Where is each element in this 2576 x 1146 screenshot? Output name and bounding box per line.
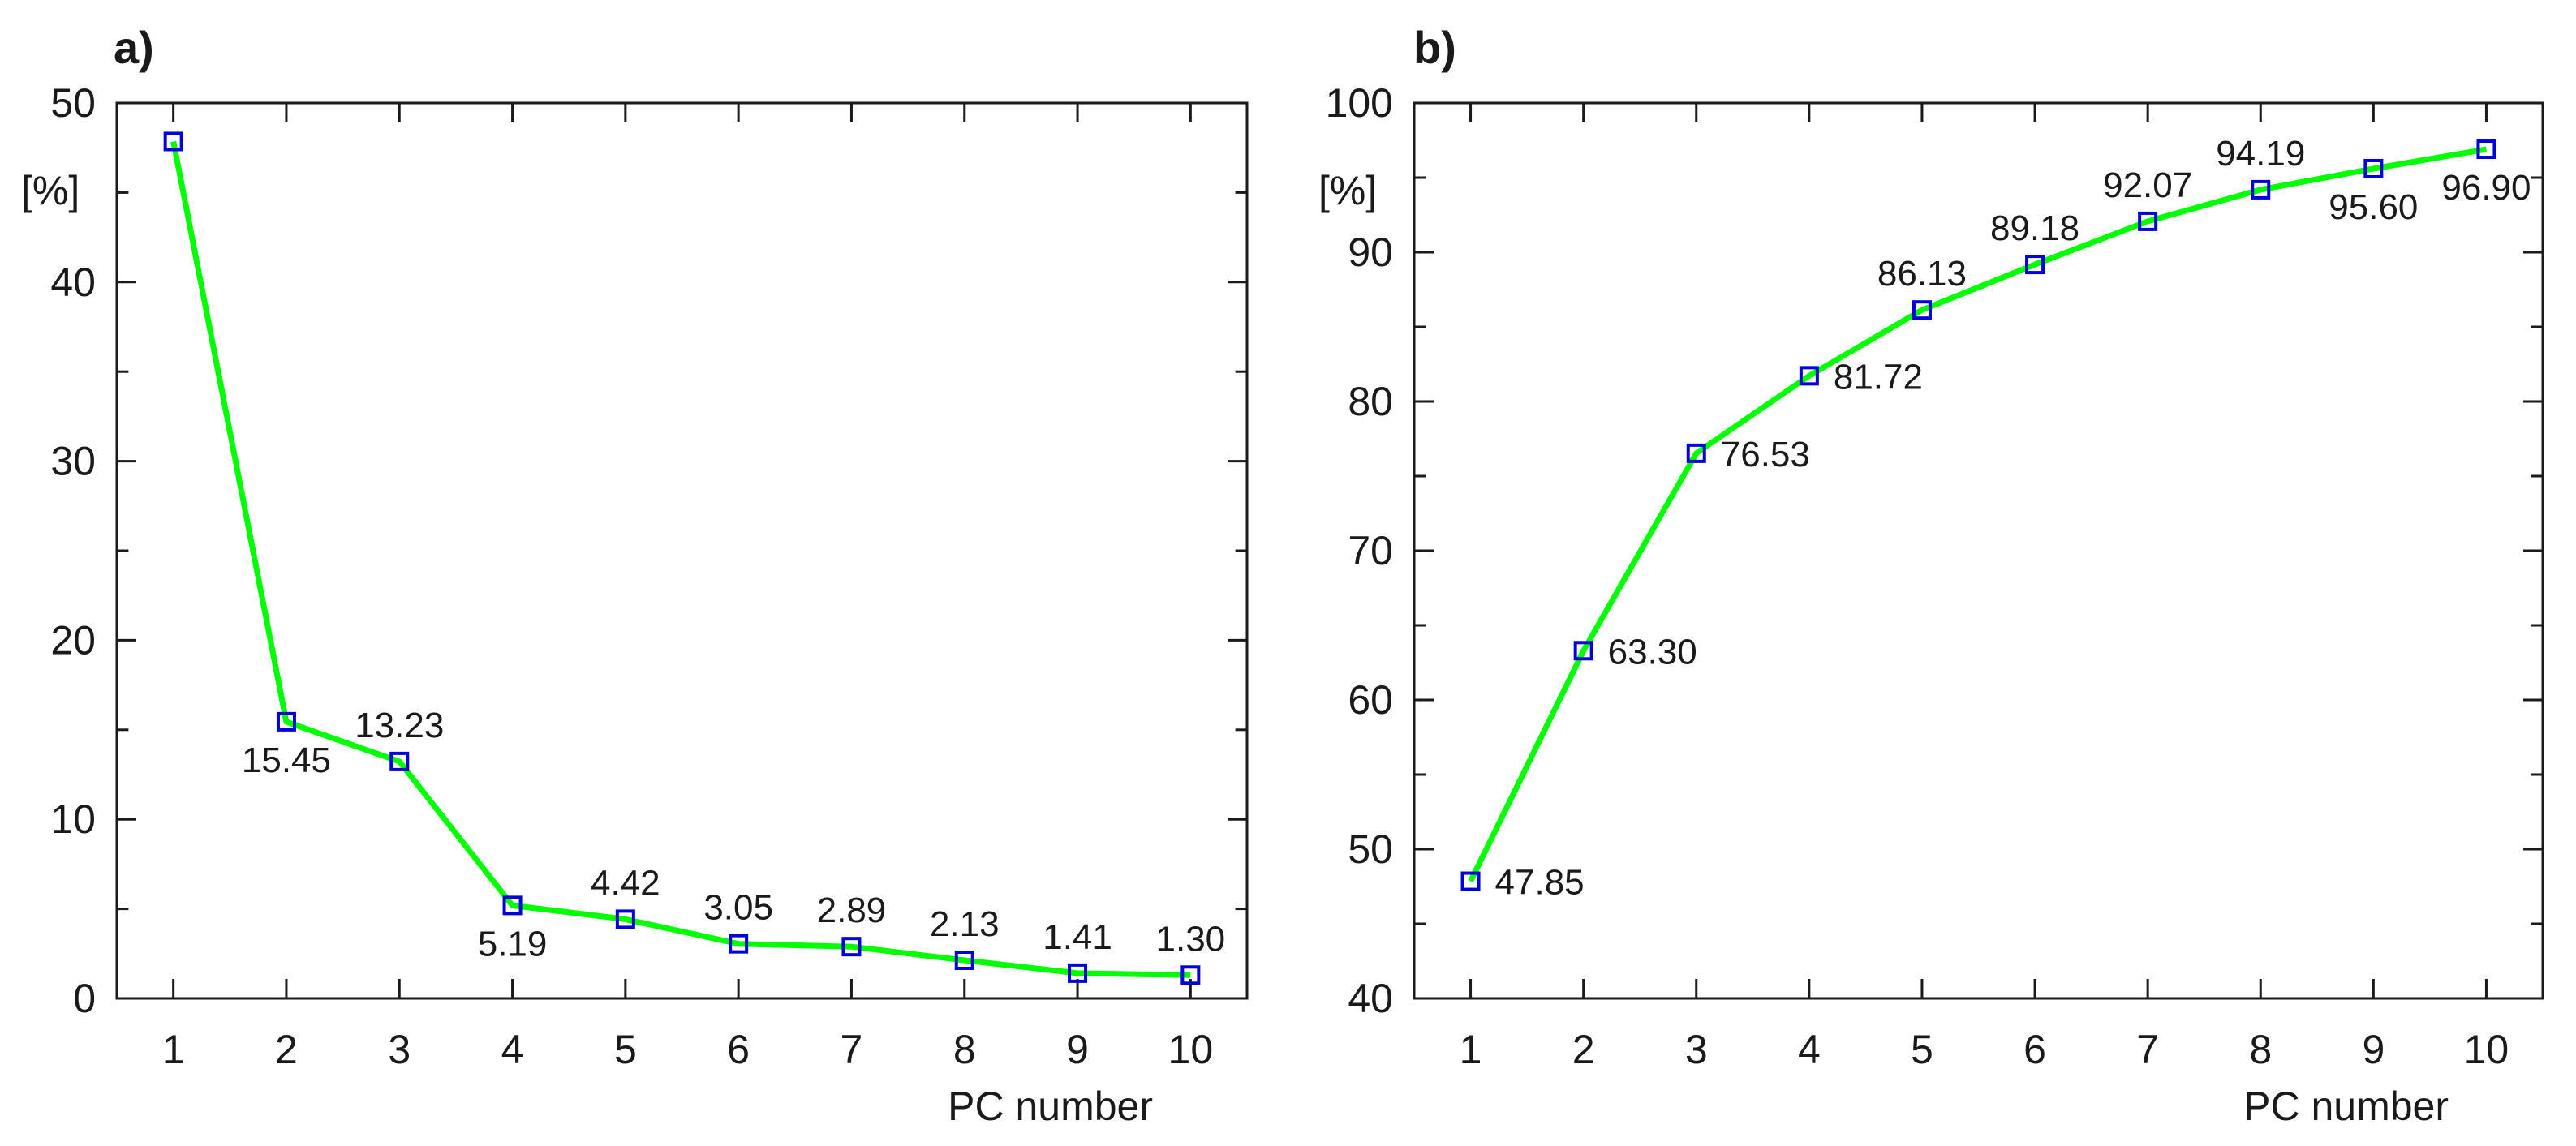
data-point — [389, 751, 410, 771]
x-tick-label: 7 — [2136, 1027, 2159, 1072]
x-axis-title: PC number — [2243, 1084, 2449, 1129]
data-point — [2251, 179, 2271, 200]
data-label: 96.90 — [2441, 168, 2531, 208]
y-tick-label: 0 — [73, 976, 96, 1021]
x-tick-label: 5 — [614, 1027, 637, 1072]
data-point — [954, 950, 974, 970]
y-tick-label: 20 — [50, 617, 96, 663]
y-axis-unit: [%] — [21, 168, 80, 213]
data-label: 2.89 — [817, 891, 887, 930]
data-point — [1799, 366, 1819, 386]
data-point — [2138, 211, 2158, 231]
data-label: 63.30 — [1608, 632, 1697, 672]
y-tick-label: 40 — [1348, 976, 1393, 1021]
x-tick-label: 2 — [1572, 1027, 1595, 1072]
x-tick-label: 7 — [841, 1027, 863, 1072]
x-tick-label: 9 — [2362, 1027, 2385, 1072]
x-tick-label: 6 — [2023, 1027, 2046, 1072]
panel-letter: a) — [114, 22, 154, 73]
chart-panel-a: a) 0 10 20 30 40 50 1 2 3 4 5 6 7 8 9 10 [%] PC number 15.4… — [21, 22, 1249, 1129]
data-label: 1.41 — [1043, 917, 1112, 957]
data-point — [1573, 641, 1593, 661]
x-axis-title: PC number — [948, 1084, 1153, 1129]
x-tick-label: 1 — [1460, 1027, 1482, 1072]
data-label: 47.85 — [1495, 863, 1585, 903]
x-tick-label: 5 — [1911, 1027, 1933, 1072]
data-label: 5.19 — [478, 924, 548, 964]
series-line — [170, 140, 1191, 978]
data-label: 13.23 — [355, 706, 444, 745]
y-tick-label: 40 — [50, 260, 96, 305]
data-label: 15.45 — [242, 740, 331, 780]
x-tick-label: 8 — [2249, 1027, 2272, 1072]
x-tick-label: 10 — [1168, 1027, 1214, 1072]
data-label: 94.19 — [2216, 134, 2305, 174]
data-point — [729, 934, 749, 954]
y-axis-unit: [%] — [1318, 168, 1377, 213]
data-label: 2.13 — [930, 904, 1000, 944]
y-tick-label: 90 — [1348, 230, 1393, 275]
y-tick-label: 70 — [1348, 528, 1393, 573]
panel-letter: b) — [1413, 22, 1456, 73]
y-tick-label: 60 — [1348, 677, 1393, 723]
data-point — [1180, 965, 1201, 985]
data-point — [841, 937, 862, 957]
y-tick-label: 50 — [1348, 826, 1393, 872]
x-tick-label: 8 — [953, 1027, 976, 1072]
x-tick-label: 10 — [2464, 1027, 2509, 1072]
series-line — [1468, 146, 2487, 883]
data-point — [1460, 871, 1481, 891]
plot-frame — [115, 101, 1249, 1000]
x-tick-label: 1 — [162, 1027, 185, 1072]
data-point — [1912, 300, 1932, 320]
data-label: 1.30 — [1156, 919, 1226, 959]
y-tick-label: 80 — [1348, 379, 1393, 424]
x-tick-label: 6 — [727, 1027, 750, 1072]
y-tick-label: 30 — [50, 439, 96, 484]
x-tick-label: 4 — [501, 1027, 524, 1072]
data-point — [1686, 443, 1706, 463]
data-label: 89.18 — [1990, 208, 2079, 248]
data-label: 76.53 — [1721, 435, 1810, 474]
chart-panel-b: b) 40 50 60 70 80 90 100 1 2 3 4 5 6 7 8 9 10 [%] PC number… — [1318, 22, 2544, 1129]
x-tick-label: 3 — [388, 1027, 411, 1072]
data-point — [2476, 139, 2496, 160]
data-point — [276, 711, 296, 732]
data-label: 86.13 — [1877, 254, 1967, 294]
y-tick-label: 100 — [1326, 80, 1393, 126]
data-point — [1068, 963, 1088, 983]
x-tick-label: 9 — [1066, 1027, 1089, 1072]
data-point — [163, 131, 183, 152]
data-point — [502, 895, 523, 916]
y-tick-label: 10 — [50, 796, 96, 842]
y-tick-label: 50 — [50, 80, 96, 126]
data-label: 81.72 — [1834, 357, 1923, 397]
x-tick-label: 2 — [275, 1027, 298, 1072]
data-point — [2363, 158, 2384, 178]
data-label: 4.42 — [591, 863, 660, 903]
data-label: 95.60 — [2329, 187, 2418, 227]
data-label: 3.05 — [703, 888, 773, 928]
x-tick-label: 3 — [1685, 1027, 1708, 1072]
data-label: 92.07 — [2103, 165, 2192, 205]
data-point — [2025, 255, 2045, 275]
data-point — [615, 909, 635, 929]
x-tick-label: 4 — [1798, 1027, 1821, 1072]
